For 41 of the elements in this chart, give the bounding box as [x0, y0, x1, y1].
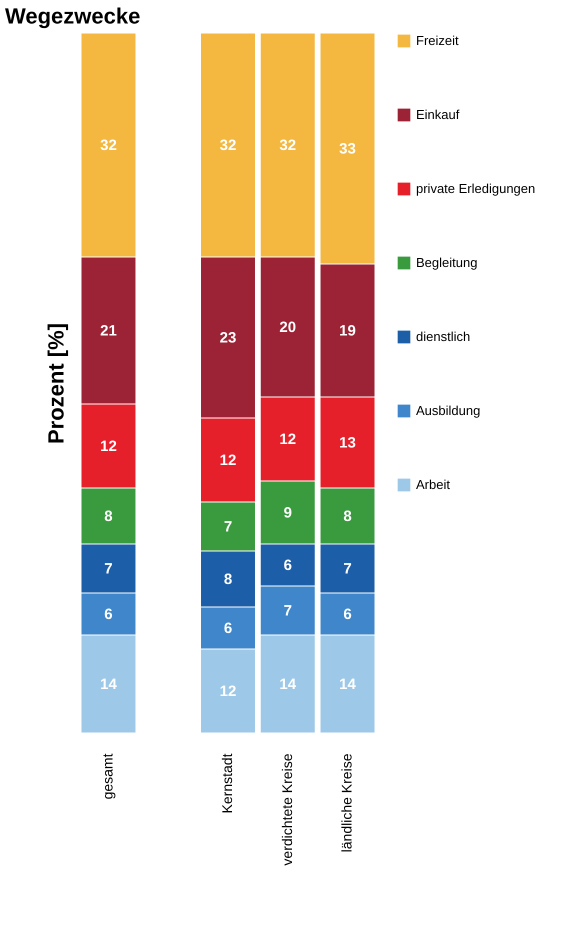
- data-label: 20: [279, 319, 296, 336]
- data-label: 6: [284, 557, 292, 574]
- chart-title: Wegezwecke: [5, 4, 140, 28]
- data-label: 7: [104, 560, 113, 578]
- data-label: 6: [104, 606, 113, 623]
- data-label: 32: [220, 137, 236, 154]
- data-label: 7: [224, 518, 232, 536]
- x-tick-label: ländliche Kreise: [338, 753, 355, 852]
- data-label: 32: [279, 137, 296, 154]
- data-label: 8: [343, 508, 352, 525]
- data-label: 14: [279, 676, 297, 693]
- legend-label: Einkauf: [416, 107, 460, 122]
- data-label: 21: [100, 322, 117, 340]
- data-label: 8: [104, 508, 113, 525]
- data-label: 32: [100, 137, 117, 154]
- data-label: 7: [343, 560, 352, 578]
- data-label: 6: [224, 620, 232, 637]
- legend-label: Begleitung: [416, 255, 478, 270]
- data-label: 12: [279, 431, 296, 448]
- data-label: 13: [339, 434, 356, 452]
- legend-label: Freizeit: [416, 33, 460, 48]
- legend-label: Ausbildung: [416, 403, 480, 418]
- data-label: 12: [100, 438, 117, 455]
- data-label: 6: [343, 606, 352, 623]
- x-tick-label: verdichtete Kreise: [278, 753, 295, 866]
- data-label: 12: [220, 452, 236, 469]
- y-axis-title: Prozent [%]: [44, 323, 68, 444]
- x-tick-label: gesamt: [99, 753, 116, 800]
- data-label: 9: [284, 504, 292, 522]
- data-label: 19: [339, 322, 356, 340]
- data-label: 8: [224, 571, 232, 588]
- x-tick-label: Kernstadt: [219, 753, 235, 814]
- legend-label: dienstlich: [416, 329, 470, 344]
- data-label: 7: [284, 602, 292, 620]
- data-label: 14: [100, 676, 118, 693]
- data-label: 23: [220, 330, 236, 346]
- data-label: 33: [339, 140, 356, 158]
- data-label: 14: [339, 676, 357, 693]
- legend-label: private Erledigungen: [416, 181, 536, 196]
- legend-label: Arbeit: [416, 477, 450, 492]
- data-label: 12: [220, 683, 236, 700]
